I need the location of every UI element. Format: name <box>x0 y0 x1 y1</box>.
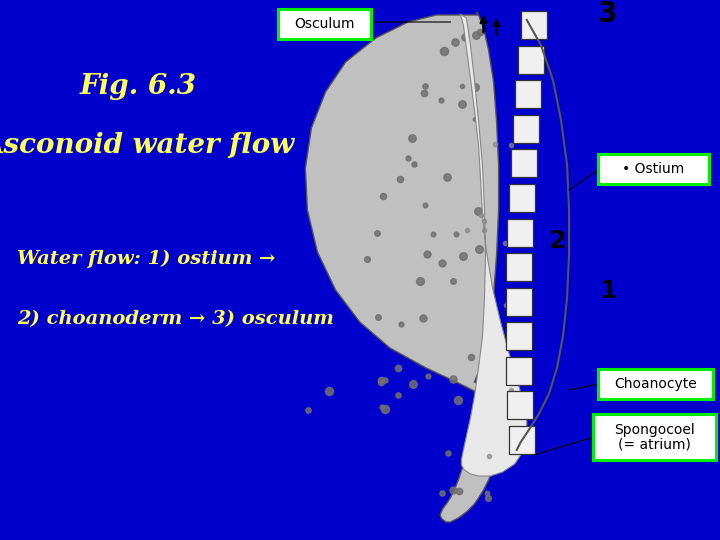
FancyBboxPatch shape <box>598 154 709 184</box>
Text: Osculum: Osculum <box>294 17 355 31</box>
Polygon shape <box>305 12 498 522</box>
FancyBboxPatch shape <box>278 9 371 39</box>
FancyBboxPatch shape <box>509 184 535 212</box>
Text: Choanocyte: Choanocyte <box>614 377 697 391</box>
FancyBboxPatch shape <box>508 426 535 454</box>
Text: 2: 2 <box>549 229 567 253</box>
Text: 2) choanoderm → 3) osculum: 2) choanoderm → 3) osculum <box>17 309 333 328</box>
FancyBboxPatch shape <box>507 392 534 420</box>
Text: 1: 1 <box>599 279 617 303</box>
FancyBboxPatch shape <box>518 45 544 73</box>
Text: Spongocoel: Spongocoel <box>614 422 695 436</box>
Text: Water flow: 1) ostium →: Water flow: 1) ostium → <box>17 250 275 268</box>
FancyBboxPatch shape <box>508 219 534 246</box>
Text: • Ostium: • Ostium <box>623 162 685 176</box>
Text: Asconoid water flow: Asconoid water flow <box>0 132 294 159</box>
Text: (= atrium): (= atrium) <box>618 437 691 451</box>
Text: Fig. 6.3: Fig. 6.3 <box>80 73 197 100</box>
Text: 3: 3 <box>597 0 616 28</box>
FancyBboxPatch shape <box>516 80 541 108</box>
FancyBboxPatch shape <box>598 369 713 399</box>
FancyBboxPatch shape <box>510 150 537 177</box>
FancyBboxPatch shape <box>593 414 716 460</box>
FancyBboxPatch shape <box>505 288 532 316</box>
FancyBboxPatch shape <box>505 322 532 350</box>
FancyBboxPatch shape <box>513 115 539 143</box>
FancyBboxPatch shape <box>506 253 532 281</box>
Polygon shape <box>460 14 527 476</box>
FancyBboxPatch shape <box>521 11 547 39</box>
FancyBboxPatch shape <box>506 357 532 385</box>
